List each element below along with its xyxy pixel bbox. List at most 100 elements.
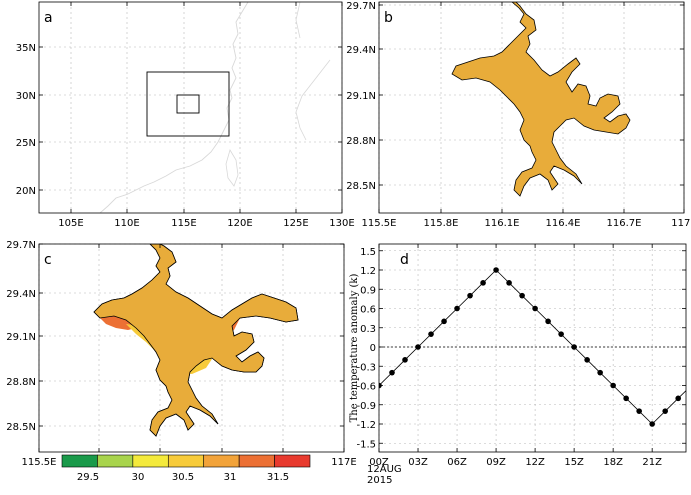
colorbar-label: 30	[132, 472, 145, 483]
colorbar-swatch	[97, 455, 132, 467]
panel-b-x-tick: 117E	[671, 218, 691, 229]
panel-d-y-tick: 1.2	[360, 266, 376, 277]
panel-d-ticks: 1.5 1.2 0.9 0.6 0.3 0 -0.3 -0.6 -0.9 -1.2 -1.5 00Z 0…	[356, 244, 686, 468]
panel-d-y-tick: 0.3	[360, 324, 376, 335]
panel-d-grid	[379, 244, 686, 452]
colorbar-swatch	[62, 455, 97, 467]
panel-c: 115.5E115.8E116.1E116.4E116.7E117E29.7N2…	[6, 240, 356, 483]
panel-a-ticks: 105E 110E 115E 120E 125E 130E 35N 30N 25N 20N	[16, 2, 355, 229]
colorbar-swatch	[168, 455, 203, 467]
panel-d-x-tick: 18Z	[603, 457, 623, 468]
panel-b-x-tick: 115.8E	[424, 218, 459, 229]
panel-a-x-tick: 125E	[283, 218, 308, 229]
panel-b-y-tick: 29.4N	[346, 45, 376, 56]
panel-d: 1.5 1.2 0.9 0.6 0.3 0 -0.3 -0.6 -0.9 -1.2 -1.5 00Z 0…	[349, 244, 691, 486]
panel-d-x-tick: 03Z	[408, 457, 428, 468]
panel-a-grid	[39, 2, 342, 213]
sst-map	[94, 244, 298, 436]
colorbar-swatch	[133, 455, 168, 467]
panel-a-y-tick: 20N	[16, 186, 36, 197]
domain-outer-box	[147, 72, 229, 136]
colorbar-label: 30.5	[172, 472, 194, 483]
panel-a-y-tick: 30N	[16, 91, 36, 102]
panel-b-x-tick: 115.5E	[362, 218, 397, 229]
panel-a-y-tick: 35N	[16, 43, 36, 54]
panel-d-y-tick: 0.9	[360, 285, 376, 296]
panel-c-y-tick: 29.1N	[6, 332, 36, 343]
panel-b-y-tick: 28.8N	[346, 136, 376, 147]
panel-c-x-tick: 115.5E	[22, 457, 57, 468]
panel-d-y-tick: -1.5	[356, 439, 376, 450]
data-point	[519, 293, 525, 299]
data-point	[571, 344, 577, 350]
data-point	[649, 421, 655, 427]
colorbar-swatch	[275, 455, 310, 467]
panel-a-x-tick: 115E	[171, 218, 196, 229]
panel-b-x-tick: 116.7E	[607, 218, 642, 229]
data-point	[402, 357, 408, 363]
panel-d-y-tick: 0.6	[360, 305, 376, 316]
panel-a-x-tick: 120E	[227, 218, 252, 229]
colorbar-label: 29.5	[77, 472, 99, 483]
y-axis-label: The temperature anomaly (k)	[349, 274, 360, 423]
panel-d-x-tick: 06Z	[447, 457, 467, 468]
data-point	[532, 306, 538, 312]
panel-d-label: d	[400, 252, 409, 268]
colorbar-swatch	[204, 455, 239, 467]
panel-a-coastline	[100, 2, 330, 213]
panel-d-x-tick: 12Z	[525, 457, 545, 468]
colorbar-label: 31.5	[267, 472, 289, 483]
panel-b-y-tick: 29.1N	[346, 91, 376, 102]
panel-a: 105E 110E 115E 120E 125E 130E 35N 30N 25N 20N a	[16, 2, 355, 229]
data-point	[493, 267, 499, 273]
panel-c-y-tick: 29.7N	[6, 240, 36, 251]
colorbar-label: 31	[224, 472, 237, 483]
panel-a-x-tick: 105E	[58, 218, 83, 229]
panel-b-x-tick: 116.1E	[485, 218, 520, 229]
data-point	[545, 319, 551, 325]
data-point	[636, 408, 642, 414]
panel-d-y-tick: 0	[370, 343, 376, 354]
data-point	[428, 331, 434, 337]
data-point	[610, 383, 616, 389]
panel-b-y-tick: 29.7N	[346, 1, 376, 12]
data-point	[584, 357, 590, 363]
panel-d-x-tick: 15Z	[564, 457, 584, 468]
domain-inner-box	[177, 95, 199, 113]
panel-d-y-tick: 1.5	[360, 247, 376, 258]
panel-b-y-tick: 28.5N	[346, 181, 376, 192]
data-point	[623, 396, 629, 402]
data-point	[467, 293, 473, 299]
panel-b: 115.5E 115.8E 116.1E 116.4E 116.7E 117E 29.7N 2…	[346, 1, 691, 229]
panel-c-label: c	[44, 252, 52, 268]
data-point	[662, 408, 668, 414]
panel-a-frame	[39, 2, 342, 213]
data-point	[506, 280, 512, 286]
panel-d-x-tick: 09Z	[486, 457, 506, 468]
data-point	[441, 319, 447, 325]
panel-c-y-tick: 29.4N	[6, 289, 36, 300]
panel-c-x-tick: 117E	[331, 457, 356, 468]
panel-a-x-tick: 130E	[329, 218, 354, 229]
panel-d-x-tick: 21Z	[642, 457, 662, 468]
panel-d-frame	[379, 244, 686, 452]
panel-b-label: b	[384, 10, 393, 26]
panel-a-x-tick: 110E	[114, 218, 139, 229]
panel-a-label: a	[44, 10, 53, 26]
colorbar-swatch	[239, 455, 274, 467]
date-line-1: 12AUG	[367, 464, 402, 475]
panel-b-x-tick: 116.4E	[546, 218, 581, 229]
date-line-2: 2015	[367, 475, 392, 486]
panel-c-y-tick: 28.5N	[6, 422, 36, 433]
lake-shape	[452, 2, 630, 196]
data-point	[454, 306, 460, 312]
colorbar: 29.5 30 30.5 31 31.5	[62, 455, 310, 483]
data-point	[480, 280, 486, 286]
data-point	[597, 370, 603, 376]
data-point	[675, 396, 681, 402]
panel-c-y-tick: 28.8N	[6, 377, 36, 388]
panel-a-y-tick: 25N	[16, 138, 36, 149]
data-point	[415, 344, 421, 350]
data-point	[558, 331, 564, 337]
